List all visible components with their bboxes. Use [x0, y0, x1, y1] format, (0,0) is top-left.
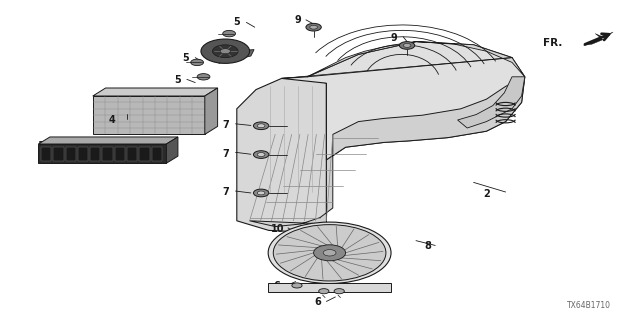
Bar — [65, 147, 76, 161]
Text: 2: 2 — [483, 188, 490, 199]
Text: FR.: FR. — [543, 38, 562, 48]
Bar — [268, 283, 391, 292]
Polygon shape — [93, 88, 218, 96]
Circle shape — [253, 122, 269, 130]
Text: 7: 7 — [222, 187, 228, 197]
Bar — [102, 147, 113, 161]
Circle shape — [201, 39, 250, 63]
Text: 5: 5 — [175, 75, 181, 85]
Bar — [90, 147, 100, 161]
Text: 7: 7 — [222, 148, 228, 159]
Circle shape — [399, 42, 415, 49]
Text: 7: 7 — [222, 120, 228, 130]
Polygon shape — [250, 77, 525, 227]
Circle shape — [306, 23, 321, 31]
Circle shape — [268, 222, 391, 284]
Circle shape — [257, 191, 265, 195]
Circle shape — [273, 225, 386, 281]
Polygon shape — [205, 88, 218, 134]
Circle shape — [253, 189, 269, 197]
Text: 5: 5 — [182, 52, 189, 63]
Bar — [41, 147, 51, 161]
Polygon shape — [38, 137, 178, 144]
Circle shape — [323, 250, 336, 256]
Circle shape — [314, 245, 346, 261]
Circle shape — [310, 25, 317, 29]
Bar — [93, 96, 205, 134]
Circle shape — [212, 45, 238, 58]
Polygon shape — [584, 32, 613, 45]
Polygon shape — [166, 137, 178, 163]
Circle shape — [257, 153, 265, 156]
Text: 3: 3 — [208, 44, 214, 55]
Circle shape — [334, 289, 344, 294]
Polygon shape — [458, 77, 525, 128]
Bar — [127, 147, 138, 161]
Circle shape — [197, 74, 210, 80]
Bar — [78, 147, 88, 161]
Text: 9: 9 — [391, 33, 397, 43]
Circle shape — [220, 49, 230, 54]
Circle shape — [191, 59, 204, 66]
Text: 4: 4 — [109, 115, 115, 125]
Text: 5: 5 — [234, 17, 240, 28]
Bar — [140, 147, 150, 161]
Text: TX64B1710: TX64B1710 — [567, 301, 611, 310]
Bar — [38, 144, 166, 163]
Polygon shape — [307, 42, 525, 77]
Bar — [53, 147, 63, 161]
Circle shape — [223, 30, 236, 37]
Text: 8: 8 — [424, 241, 431, 252]
Text: 6: 6 — [315, 297, 321, 308]
Circle shape — [292, 283, 302, 288]
Circle shape — [403, 44, 411, 47]
Polygon shape — [282, 42, 525, 160]
Bar — [115, 147, 125, 161]
Text: 1: 1 — [38, 140, 45, 151]
Bar — [152, 147, 162, 161]
Circle shape — [257, 124, 265, 128]
Polygon shape — [237, 77, 326, 232]
Text: 6: 6 — [273, 281, 280, 292]
Text: 9: 9 — [294, 15, 301, 25]
Polygon shape — [219, 50, 254, 63]
Circle shape — [253, 151, 269, 158]
Circle shape — [319, 289, 329, 294]
Text: 10: 10 — [271, 224, 285, 234]
